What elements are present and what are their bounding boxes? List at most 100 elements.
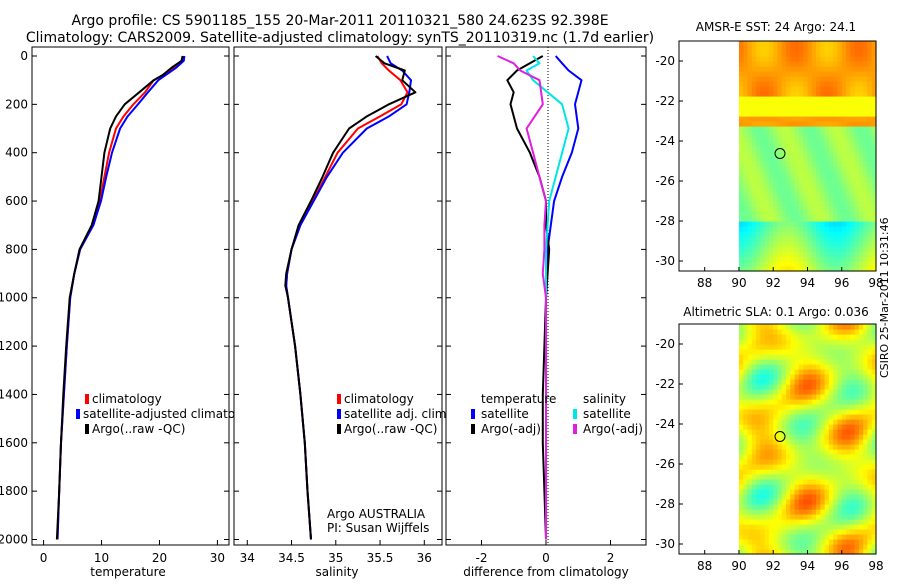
heatmap-cell [811, 126, 817, 132]
heatmap-cell [850, 524, 856, 530]
heatmap-cell [786, 76, 791, 82]
heatmap-cell [867, 509, 873, 515]
heatmap-cell [743, 524, 749, 530]
heatmap-cell [773, 171, 779, 177]
heatmap-cell [747, 539, 753, 545]
heatmap-cell [824, 344, 830, 350]
heatmap-cell [790, 344, 796, 350]
heatmap-cell [773, 71, 779, 77]
heatmap-cell [811, 479, 817, 485]
heatmap-cell [837, 344, 843, 350]
heatmap-cell [803, 419, 809, 425]
heatmap-cell [781, 241, 787, 247]
heatmap-cell [816, 374, 821, 380]
heatmap-cell [828, 509, 834, 515]
heatmap-cell [841, 349, 847, 355]
heatmap-cell [833, 151, 839, 157]
heatmap-cell [777, 96, 783, 102]
heatmap-cell [794, 126, 800, 132]
heatmap-cell [768, 106, 774, 112]
heatmap-cell [747, 454, 753, 460]
heatmap-cell [828, 539, 834, 545]
heatmap-cell [828, 241, 834, 247]
heatmap-cell [807, 434, 813, 440]
heatmap-cell [850, 236, 856, 242]
heatmap-cell [803, 374, 809, 380]
heatmap-cell [854, 216, 860, 222]
heatmap-cell [816, 146, 821, 152]
heatmap-cell [833, 161, 839, 167]
heatmap-cell [781, 469, 787, 475]
heatmap-cell [768, 329, 774, 335]
heatmap-cell [768, 41, 774, 47]
heatmap-cell [854, 61, 860, 67]
heatmap-cell [828, 344, 834, 350]
heatmap-cell [824, 529, 830, 535]
heatmap-cell [764, 266, 770, 272]
heatmap-cell [858, 379, 864, 385]
heatmap-cell [747, 211, 753, 217]
heatmap-cell [768, 241, 774, 247]
heatmap-cell [747, 171, 753, 177]
heatmap-cell [816, 444, 821, 450]
heatmap-cell [833, 544, 839, 550]
heatmap-cell [824, 449, 830, 455]
heatmap-cell [807, 111, 813, 117]
heatmap-cell [833, 464, 839, 470]
x-tick-label: 0 [542, 551, 550, 565]
heatmap-cell [854, 131, 860, 137]
heatmap-cell [764, 246, 770, 252]
heatmap-cell [747, 439, 753, 445]
heatmap-cell [738, 459, 744, 465]
heatmap-cell [846, 434, 851, 440]
heatmap-cell [760, 41, 766, 47]
heatmap-cell [871, 414, 877, 420]
heatmap-cell [816, 354, 821, 360]
heatmap-cell [790, 394, 796, 400]
heatmap-cell [768, 181, 774, 187]
heatmap-cell [858, 176, 864, 182]
heatmap-cell [820, 111, 826, 117]
heatmap-cell [777, 499, 783, 505]
heatmap-cell [756, 256, 761, 262]
heatmap-cell [816, 216, 821, 222]
heatmap-cell [828, 216, 834, 222]
heatmap-cell [751, 499, 757, 505]
heatmap-cell [781, 201, 787, 207]
heatmap-cell [803, 499, 809, 505]
heatmap-cell [781, 66, 787, 72]
heatmap-cell [768, 489, 774, 495]
heatmap-cell [846, 161, 851, 167]
heatmap-cell [850, 544, 856, 550]
heatmap-cell [798, 439, 804, 445]
heatmap-cell [828, 166, 834, 172]
heatmap-cell [854, 489, 860, 495]
heatmap-cell [798, 519, 804, 525]
heatmap-cell [850, 66, 856, 72]
heatmap-cell [871, 369, 877, 375]
heatmap-cell [764, 171, 770, 177]
heatmap-cell [837, 539, 843, 545]
heatmap-cell [760, 504, 766, 510]
heatmap-cell [798, 201, 804, 207]
heatmap-cell [837, 324, 843, 330]
heatmap-cell [811, 444, 817, 450]
heatmap-cell [777, 221, 783, 227]
heatmap-cell [756, 211, 761, 217]
heatmap-cell [760, 71, 766, 77]
heatmap-cell [747, 424, 753, 430]
heatmap-cell [747, 181, 753, 187]
heatmap-cell [781, 524, 787, 530]
heatmap-cell [738, 474, 744, 480]
heatmap-cell [798, 186, 804, 192]
heatmap-cell [867, 156, 873, 162]
heatmap-cell [781, 514, 787, 520]
heatmap-cell [871, 539, 877, 545]
heatmap-cell [777, 464, 783, 470]
heatmap-cell [837, 334, 843, 340]
heatmap-cell [811, 236, 817, 242]
heatmap-cell [756, 344, 761, 350]
heatmap-cell [867, 51, 873, 57]
heatmap-cell [794, 206, 800, 212]
heatmap-cell [743, 101, 749, 107]
